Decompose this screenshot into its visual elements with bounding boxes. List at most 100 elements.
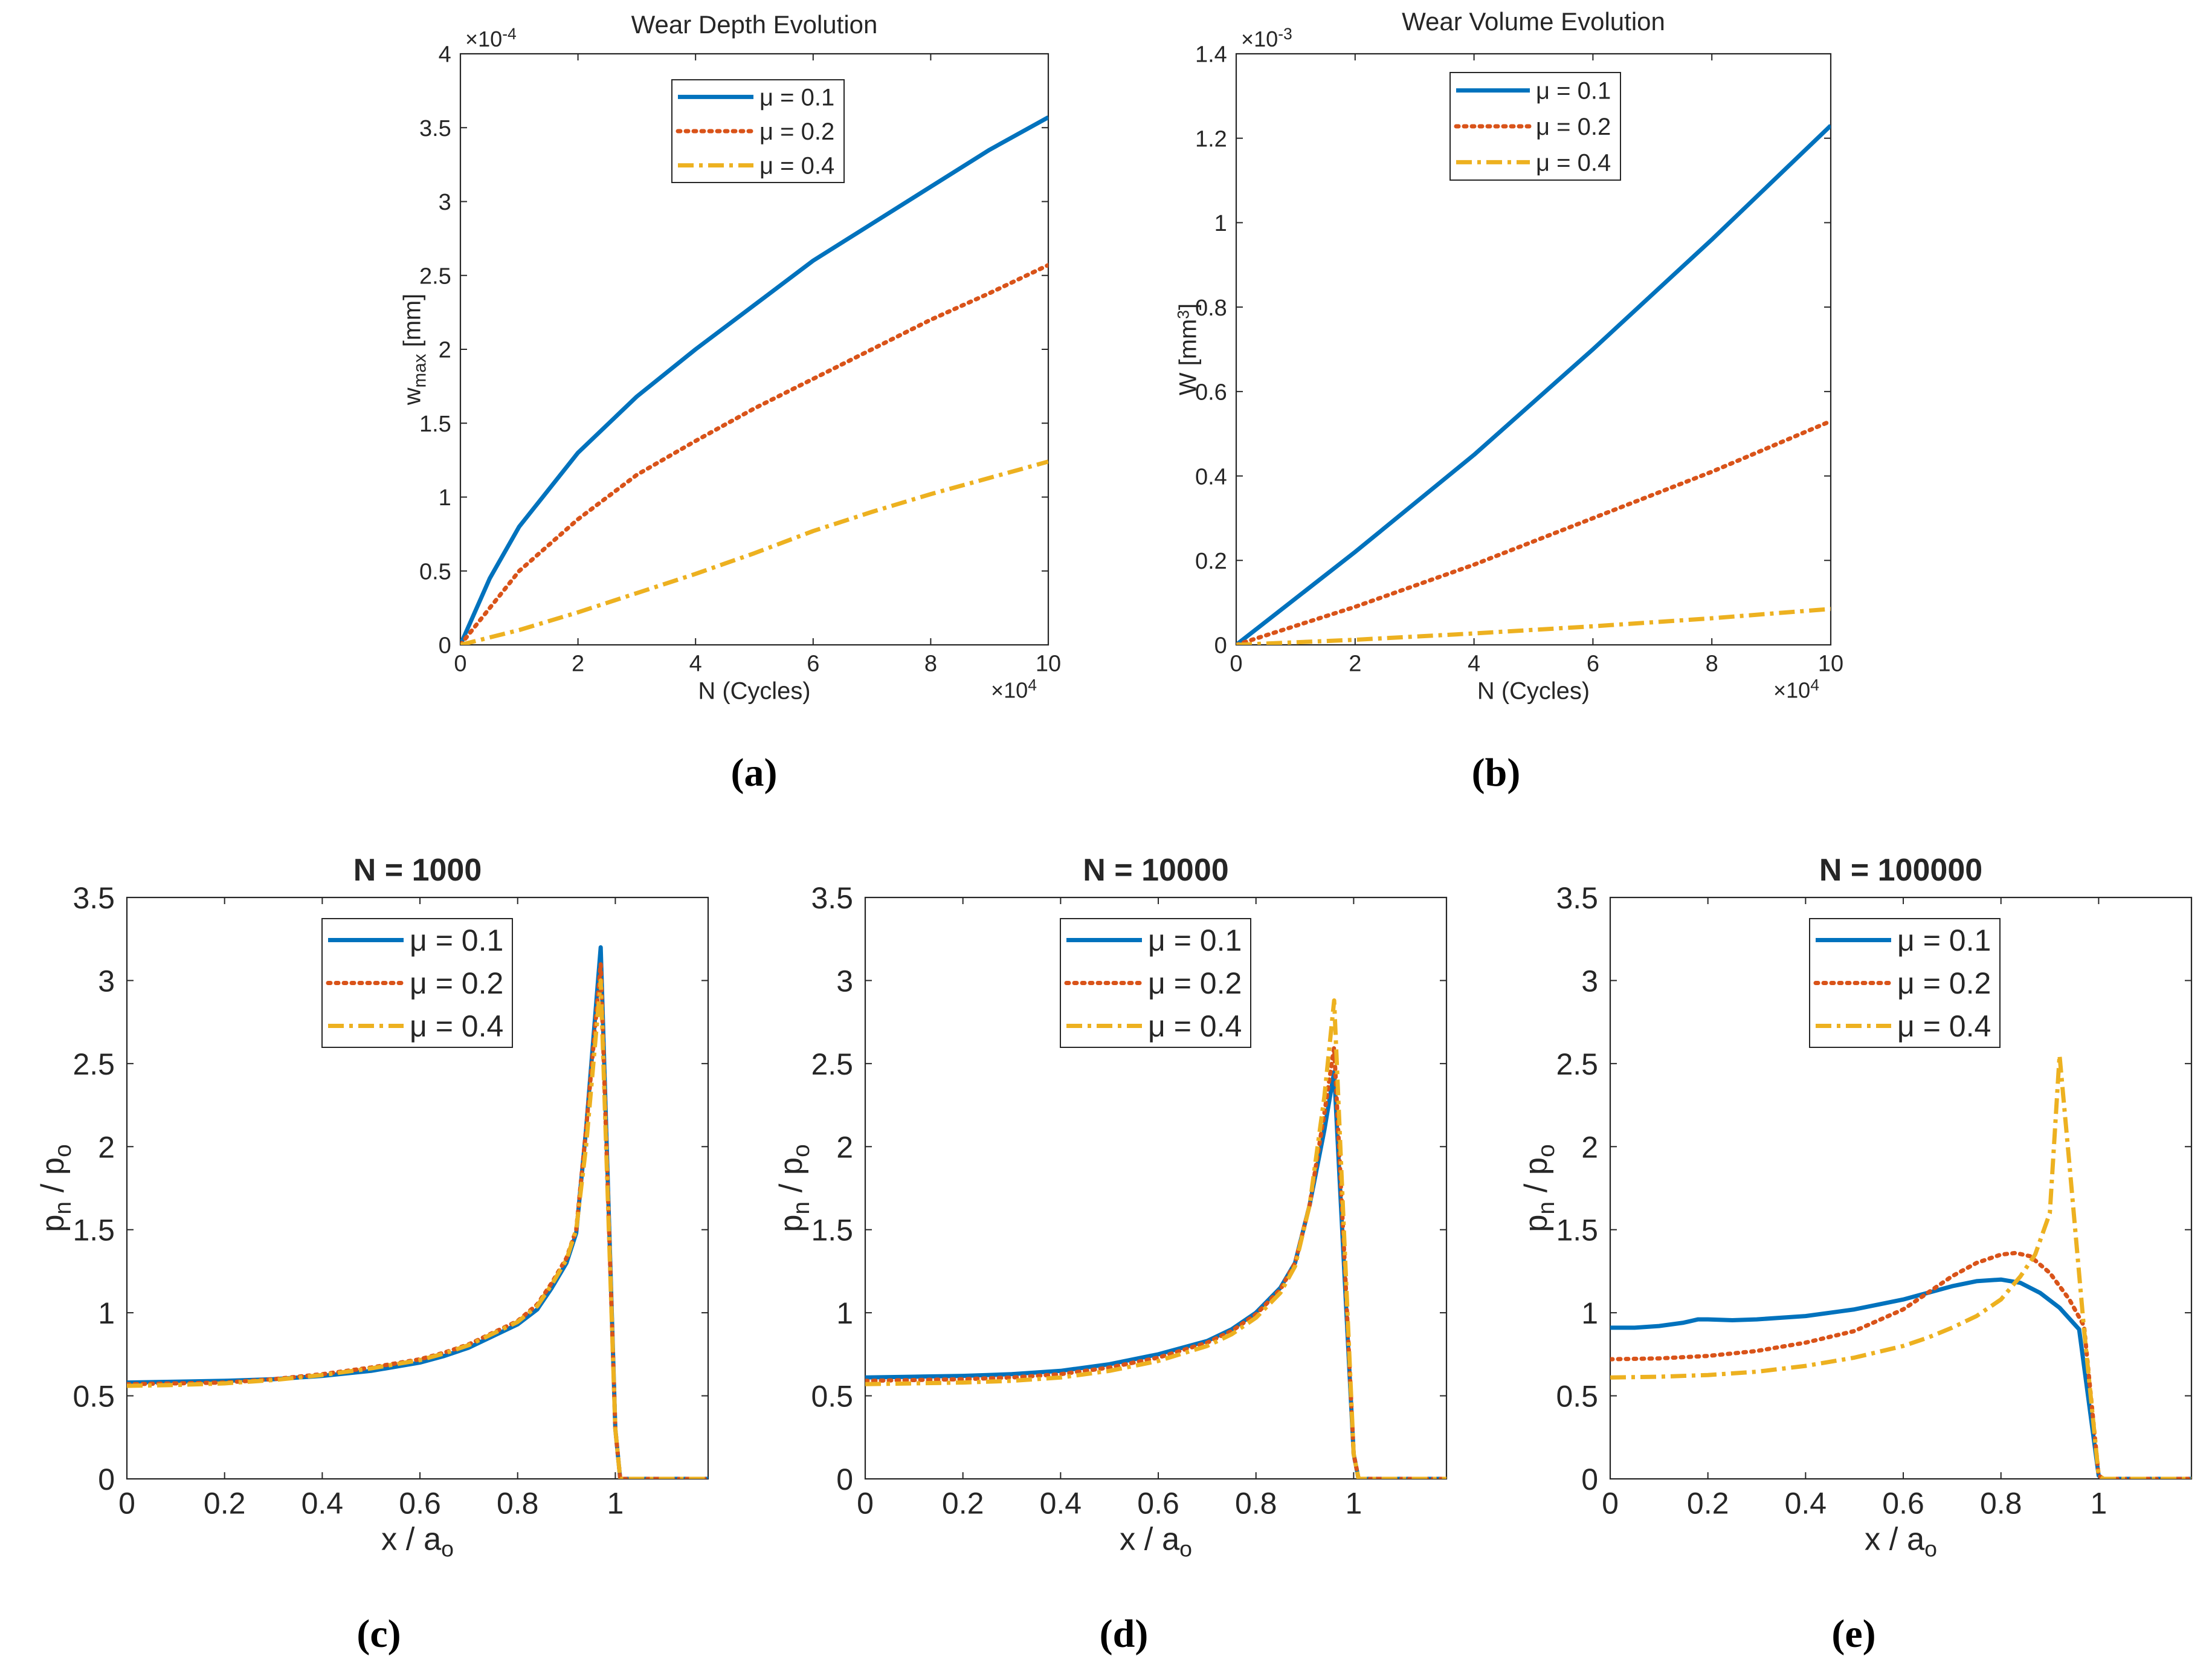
y-tick-label: 0.4 (1195, 464, 1227, 490)
series-line-mu-0-1 (1236, 124, 1831, 645)
y-axis-label-text: p (1518, 1215, 1554, 1232)
x-tick-label: 0 (454, 651, 466, 677)
x-tick-label: 0.6 (1137, 1487, 1179, 1521)
y-tick-label: 0 (1581, 1463, 1598, 1496)
panel-caption: (c) (356, 1612, 401, 1656)
x-axis-label-sub: o (441, 1536, 454, 1562)
y-exponent: ×10-4 (465, 25, 517, 51)
x-tick-label: 0.6 (1882, 1487, 1924, 1521)
x-exponent-base: ×10 (991, 677, 1028, 702)
x-exponent: ×104 (1773, 676, 1819, 702)
y-tick-label: 2.5 (73, 1047, 115, 1081)
x-tick-label: 10 (1818, 651, 1843, 677)
chart-a: 0 2 4 6 8 10 0 0.5 1 1.5 2 2.5 3 3.5 4 Wear Depth Evolu… (399, 10, 1062, 795)
legend-label: μ = 0.4 (759, 153, 834, 179)
series-line-mu-0-1 (460, 115, 1048, 645)
series-line-mu-0-4 (127, 978, 708, 1479)
x-axis-label: x / ao (381, 1522, 454, 1562)
x-tick-label: 0.4 (1040, 1487, 1082, 1521)
y-tick-label: 0 (98, 1463, 115, 1496)
x-tick-label: 0 (1230, 651, 1242, 677)
y-exponent-base: ×10 (1241, 27, 1278, 51)
chart-d: 0 0.2 0.4 0.6 0.8 1 0 0.5 1 1.5 2 2.5 3 3.5 N = 10000 x… (773, 853, 1448, 1656)
legend-label: μ = 0.2 (410, 966, 503, 1000)
series-group (127, 945, 708, 1479)
y-tick-label: 2.5 (419, 263, 451, 289)
y-tick-label: 2.5 (1556, 1047, 1598, 1081)
x-tick-label: 0.2 (942, 1487, 984, 1521)
series-line-mu-0-1 (1610, 1277, 2191, 1479)
y-tick-label: 3.5 (419, 116, 451, 141)
y-tick-label: 1.2 (1195, 126, 1227, 152)
y-tick-label: 3 (98, 964, 115, 998)
y-axis-label-text: p (773, 1215, 809, 1232)
y-tick-label: 0.6 (1195, 380, 1227, 406)
series-line-mu-0-2 (865, 1044, 1446, 1479)
y-tick-label: 3.5 (1556, 881, 1598, 915)
y-axis-label-mid: / p (35, 1157, 71, 1201)
legend-label: μ = 0.1 (410, 923, 503, 957)
panel-caption: (d) (1100, 1612, 1149, 1656)
legend-label: μ = 0.1 (1148, 923, 1242, 957)
x-axis-label-text: x / a (1865, 1522, 1925, 1557)
series-group (1236, 124, 1831, 645)
legend-label: μ = 0.4 (410, 1009, 503, 1043)
legend-label: μ = 0.2 (1897, 966, 1991, 1000)
series-group (460, 115, 1048, 645)
y-tick-label: 3 (836, 964, 853, 998)
y-axis-label-sub2: o (50, 1144, 76, 1157)
y-axis-label-sub2: o (788, 1144, 814, 1157)
x-axis-label-text: x / a (1120, 1522, 1180, 1557)
y-tick-label: 1 (1581, 1296, 1598, 1330)
chart-title: N = 1000 (353, 853, 482, 888)
y-tick-label: 0.8 (1195, 296, 1227, 321)
x-tick-label: 0.2 (1687, 1487, 1729, 1521)
y-tick-label: 2 (1581, 1130, 1598, 1164)
legend: μ = 0.1 μ = 0.2 μ = 0.4 (671, 79, 845, 183)
y-tick-label: 3.5 (73, 881, 115, 915)
x-tick-label: 1 (1345, 1487, 1362, 1521)
legend-label: μ = 0.1 (1897, 923, 1991, 957)
legend-label: μ = 0.2 (1536, 114, 1611, 140)
y-tick-label: 2 (98, 1130, 115, 1164)
y-axis-label-sub: n (50, 1201, 76, 1215)
y-tick-label: 0 (836, 1463, 853, 1496)
x-exponent-power: 4 (1810, 676, 1819, 694)
x-axis-label: x / ao (1120, 1522, 1192, 1562)
y-exponent: ×10-3 (1241, 25, 1292, 51)
y-axis-label: W [mm3] (1174, 303, 1201, 395)
x-axis-label-text: N (Cycles) (698, 677, 810, 704)
y-exponent-base: ×10 (465, 27, 502, 51)
y-tick-label: 0.5 (811, 1380, 853, 1414)
series-line-mu-0-4 (1610, 1053, 2191, 1479)
y-tick-label: 2 (836, 1130, 853, 1164)
x-tick-label: 1 (607, 1487, 624, 1521)
y-tick-label: 2 (439, 338, 451, 363)
y-axis-label-sub: n (788, 1201, 814, 1215)
x-tick-label: 0 (1602, 1487, 1619, 1521)
x-axis-label-text: x / a (381, 1522, 442, 1557)
x-tick-label: 0.8 (497, 1487, 539, 1521)
chart-e: 0 0.2 0.4 0.6 0.8 1 0 0.5 1 1.5 2 2.5 3 3.5 N = 100000… (1518, 853, 2193, 1656)
x-axis-label-text: N (Cycles) (1477, 677, 1590, 704)
y-axis-label-sub: max (410, 354, 430, 387)
x-tick-label: 4 (1468, 651, 1480, 677)
chart-b: 0 2 4 6 8 10 0 0.2 0.4 0.6 0.8 1 1.2 1.4 Wear Volume E… (1174, 7, 1843, 795)
x-tick-label: 0.8 (1235, 1487, 1277, 1521)
series-group (865, 998, 1446, 1479)
x-exponent: ×104 (991, 676, 1037, 702)
panel-caption: (e) (1831, 1612, 1875, 1656)
y-tick-label: 1.5 (811, 1214, 853, 1247)
y-tick-label: 4 (439, 42, 451, 68)
y-axis-label-suffix: [mm] (399, 294, 426, 354)
chart-title: N = 10000 (1083, 853, 1228, 888)
y-axis-label-mid: / p (1518, 1157, 1554, 1201)
legend-label: μ = 0.2 (1148, 966, 1242, 1000)
y-tick-label: 1 (98, 1296, 115, 1330)
y-tick-label: 3.5 (811, 881, 853, 915)
x-tick-label: 6 (1587, 651, 1599, 677)
y-tick-label: 3 (1581, 964, 1598, 998)
legend: μ = 0.1 μ = 0.2 μ = 0.4 (321, 918, 513, 1048)
y-axis-label-mid: / p (773, 1157, 809, 1201)
x-exponent-power: 4 (1028, 676, 1037, 694)
